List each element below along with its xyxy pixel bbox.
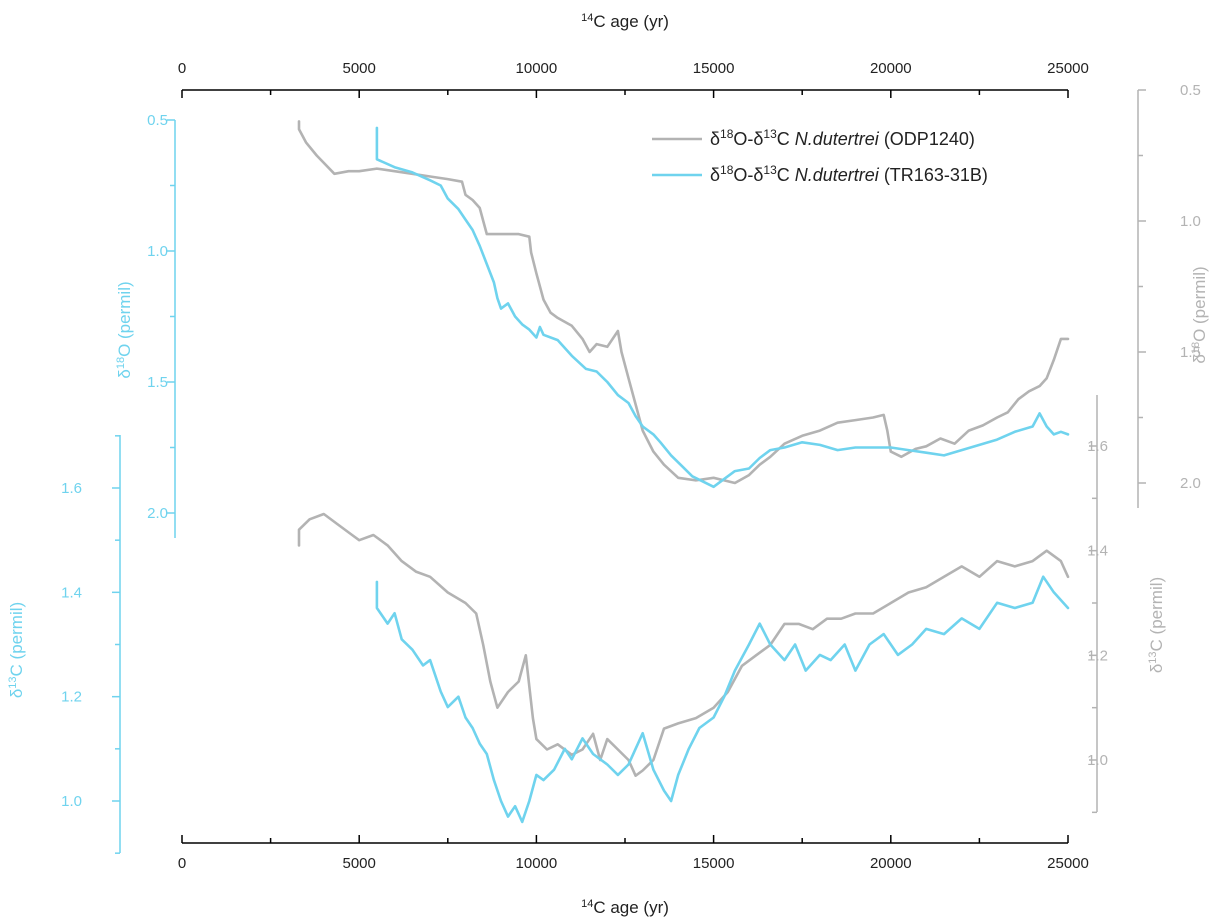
d18o_right-axis-title-rest: O (permil) <box>1190 266 1209 342</box>
legend-tr-sup2: 13 <box>763 163 777 177</box>
x-axis-title-bottom: 14C age (yr) <box>581 898 669 917</box>
legend-odp-post: (ODP1240) <box>879 129 975 149</box>
x-tick-label-bottom: 20000 <box>870 855 912 872</box>
legend-odp-pre: δ <box>710 129 720 149</box>
x-tick-label-top: 25000 <box>1047 60 1089 77</box>
d13c_left-axis-title: δ13C (permil) <box>7 602 26 698</box>
x-axis-title-text: C age (yr) <box>593 898 669 917</box>
legend-label-tr: δ18O-δ13C N.dutertrei (TR163-31B) <box>710 163 988 185</box>
d18o_left-tick-label: 1.5 <box>147 374 168 391</box>
x-tick-label-bottom: 10000 <box>516 855 558 872</box>
series-line-tr <box>375 126 1070 489</box>
series-line-odp_c <box>297 512 1070 778</box>
x-axis-title-text: C age (yr) <box>593 12 669 31</box>
d13c_left-tick-label: 1.4 <box>61 584 82 601</box>
x-tick-label-bottom: 25000 <box>1047 855 1089 872</box>
d18o_left-axis-title-pre: δ <box>115 369 134 378</box>
d13c_right-axis-title: δ13C (permil) <box>1147 577 1166 673</box>
legend-tr-mid: O-δ <box>733 165 763 185</box>
d18o_right-axis-title-pre: δ <box>1190 354 1209 363</box>
legend-tr-mid2: C <box>777 165 795 185</box>
d13c_right-axis-title-rest: C (permil) <box>1147 577 1166 652</box>
d18o_right-tick-label: 1.5 <box>1180 344 1201 361</box>
d18o_right-tick-label: 0.5 <box>1180 82 1201 99</box>
d18o_left-tick-label: 0.5 <box>147 112 168 129</box>
d13c_left-tick-label: 1.6 <box>61 480 82 497</box>
d18o_right-axis-title-sup: 18 <box>1190 342 1202 354</box>
series-layer <box>297 120 1070 824</box>
d13c_left-axis-title-rest: C (permil) <box>7 602 26 677</box>
d13c_right-axis-title-sup: 13 <box>1147 651 1159 663</box>
x-tick-label-top: 15000 <box>693 60 735 77</box>
d18o_right-tick-label: 2.0 <box>1180 475 1201 492</box>
d13c_right-tick-label: 1.4 <box>1087 543 1108 560</box>
series-line-tr_c <box>375 575 1070 824</box>
legend-odp-sup2: 13 <box>763 127 777 141</box>
d18o_left-axis-title-rest: O (permil) <box>115 281 134 357</box>
x-tick-label-top: 10000 <box>516 60 558 77</box>
x-axis-title-sup: 14 <box>581 12 593 24</box>
d13c_right-tick-label: 1.2 <box>1087 647 1108 664</box>
x-tick-label-bottom: 15000 <box>693 855 735 872</box>
legend-tr-post: (TR163-31B) <box>879 165 988 185</box>
d13c_left-tick-label: 1.2 <box>61 689 82 706</box>
legend-label-odp: δ18O-δ13C N.dutertrei (ODP1240) <box>710 127 975 149</box>
x-tick-label-bottom: 0 <box>178 855 186 872</box>
legend-odp-sup1: 18 <box>720 127 734 141</box>
legend-odp-mid: O-δ <box>733 129 763 149</box>
d18o_left-tick-label: 2.0 <box>147 505 168 522</box>
d13c_right-tick-label: 1.0 <box>1087 752 1108 769</box>
x-axis-title-top: 14C age (yr) <box>581 12 669 31</box>
d18o_left-axis-title-sup: 18 <box>115 357 127 369</box>
x-tick-label-top: 5000 <box>343 60 376 77</box>
legend-odp-italic: N.dutertrei <box>795 129 880 149</box>
legend-tr-sup1: 18 <box>720 163 734 177</box>
d13c_right-tick-label: 1.6 <box>1087 438 1108 455</box>
d18o_left-tick-label: 1.0 <box>147 243 168 260</box>
d13c_left-axis-title-sup: 13 <box>7 676 19 688</box>
legend: δ18O-δ13C N.dutertrei (ODP1240)δ18O-δ13C… <box>652 127 988 185</box>
x-axis-title-sup: 14 <box>581 898 593 910</box>
series-line-odp <box>297 120 1070 485</box>
legend-tr-italic: N.dutertrei <box>795 165 880 185</box>
d18o_left-axis-title: δ18O (permil) <box>115 281 134 378</box>
legend-odp-mid2: C <box>777 129 795 149</box>
d13c_left-tick-label: 1.0 <box>61 793 82 810</box>
d18o_right-tick-label: 1.0 <box>1180 213 1201 230</box>
d18o_right-axis-title: δ18O (permil) <box>1190 266 1209 363</box>
x-tick-label-top: 20000 <box>870 60 912 77</box>
x-tick-label-bottom: 5000 <box>343 855 376 872</box>
d13c_left-axis-title-pre: δ <box>7 689 26 698</box>
x-tick-label-top: 0 <box>178 60 186 77</box>
legend-tr-pre: δ <box>710 165 720 185</box>
d13c_right-axis-title-pre: δ <box>1147 664 1166 673</box>
